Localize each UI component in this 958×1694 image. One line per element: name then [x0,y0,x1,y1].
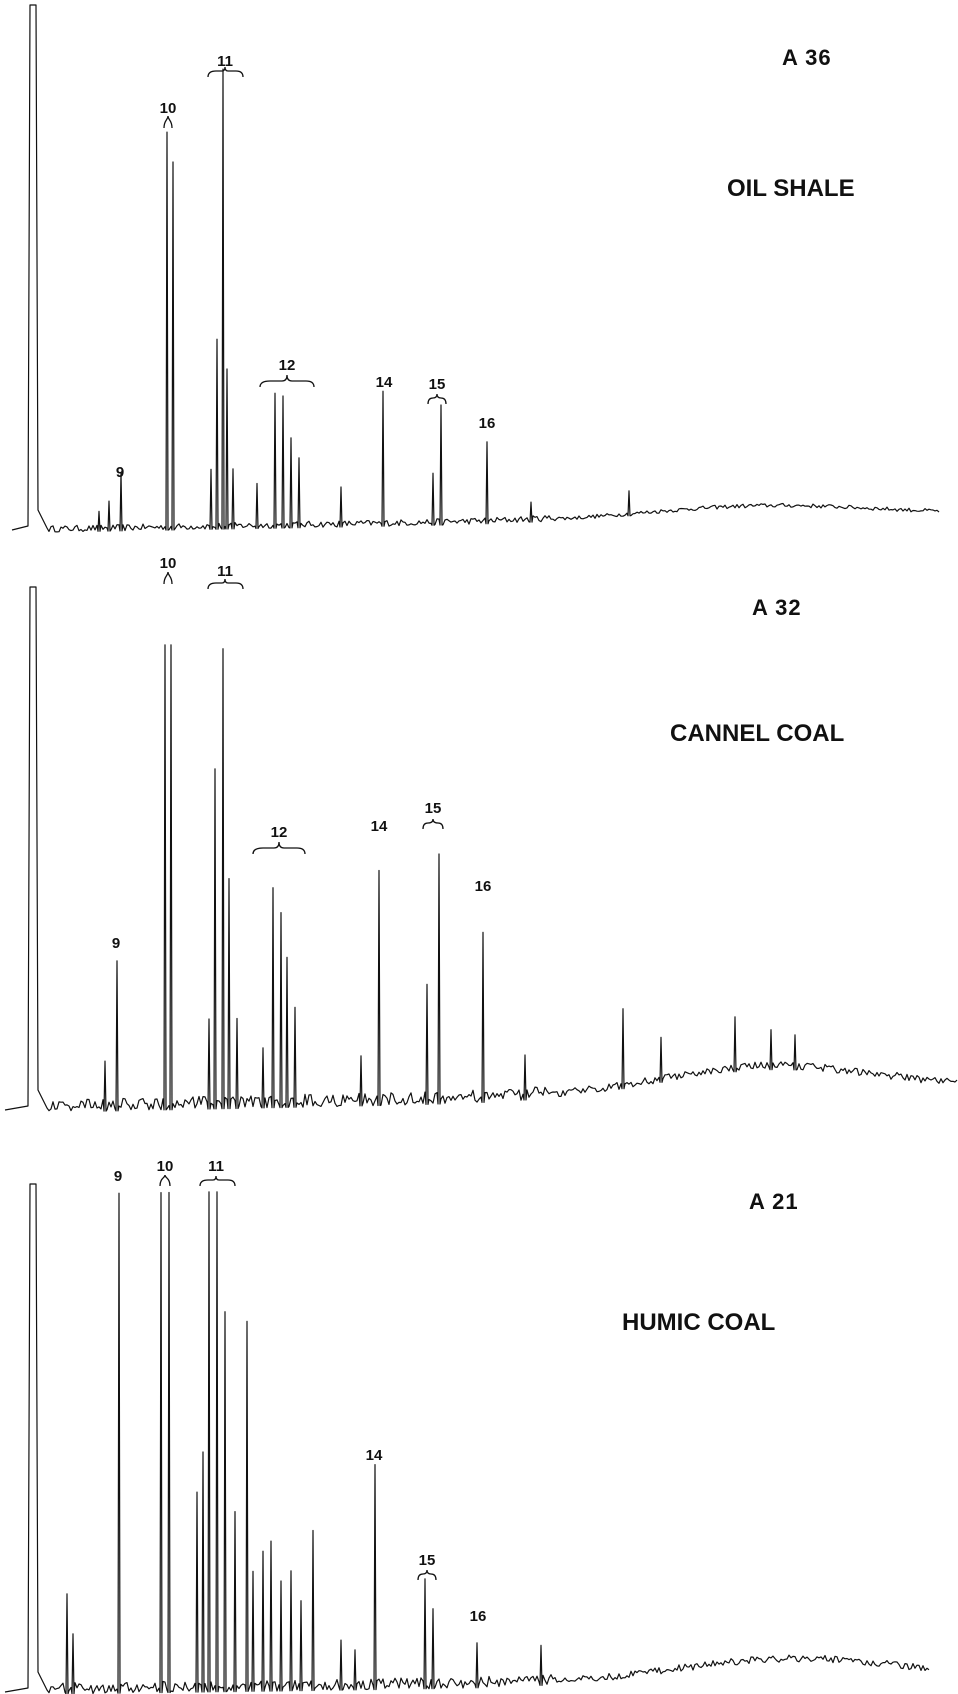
panel-title-cannel-coal: CANNEL COAL [670,720,844,747]
peak-bracket-10 [159,1174,171,1187]
peak-label-9: 9 [114,1168,122,1185]
peak-bracket-15 [422,818,444,830]
panel-humic-coal: A 21 HUMIC COAL 9 10 11 14 15 16 [4,1158,930,1694]
chromatogram-trace-humic-coal [4,1183,930,1694]
peak-bracket-15 [417,1569,437,1581]
sample-id-a32: A 32 [752,595,802,620]
peak-label-10: 10 [160,100,177,117]
peak-bracket-12 [259,374,315,388]
peak-label-14: 14 [376,374,393,391]
peak-bracket-11 [199,1175,236,1187]
peak-label-11: 11 [217,53,233,70]
peak-bracket-11 [207,578,244,590]
chromatogram-trace-cannel-coal [4,586,958,1112]
peak-bracket-11 [207,66,244,78]
peak-bracket-10 [163,571,173,585]
peak-bracket-15 [427,393,447,405]
peak-label-9: 9 [116,464,124,481]
peak-label-10: 10 [160,555,177,572]
peak-label-16: 16 [479,415,496,432]
peak-label-16: 16 [475,878,492,895]
peak-label-9: 9 [112,935,120,952]
peak-label-11: 11 [208,1158,224,1175]
peak-label-16: 16 [470,1608,487,1625]
panel-title-oil-shale: OIL SHALE [727,175,855,202]
chromatogram-trace-oil-shale [11,4,940,533]
peak-label-12: 12 [279,357,296,374]
sample-id-a21: A 21 [749,1189,799,1214]
peak-label-12: 12 [271,824,288,841]
peak-label-10: 10 [157,1158,174,1175]
peak-label-11: 11 [217,563,233,580]
peak-label-14: 14 [366,1447,383,1464]
peak-label-14: 14 [371,818,388,835]
peak-bracket-10 [163,115,173,129]
sample-id-a36: A 36 [782,45,832,70]
peak-label-15: 15 [419,1552,436,1569]
peak-label-15: 15 [429,376,446,393]
panel-title-humic-coal: HUMIC COAL [622,1309,775,1336]
panel-oil-shale: A 36 OIL SHALE 9 10 11 12 14 15 16 [11,4,940,533]
peak-bracket-12 [252,841,306,855]
panel-cannel-coal: A 32 CANNEL COAL 9 10 11 12 14 15 16 [4,555,958,1112]
peak-label-15: 15 [425,800,442,817]
